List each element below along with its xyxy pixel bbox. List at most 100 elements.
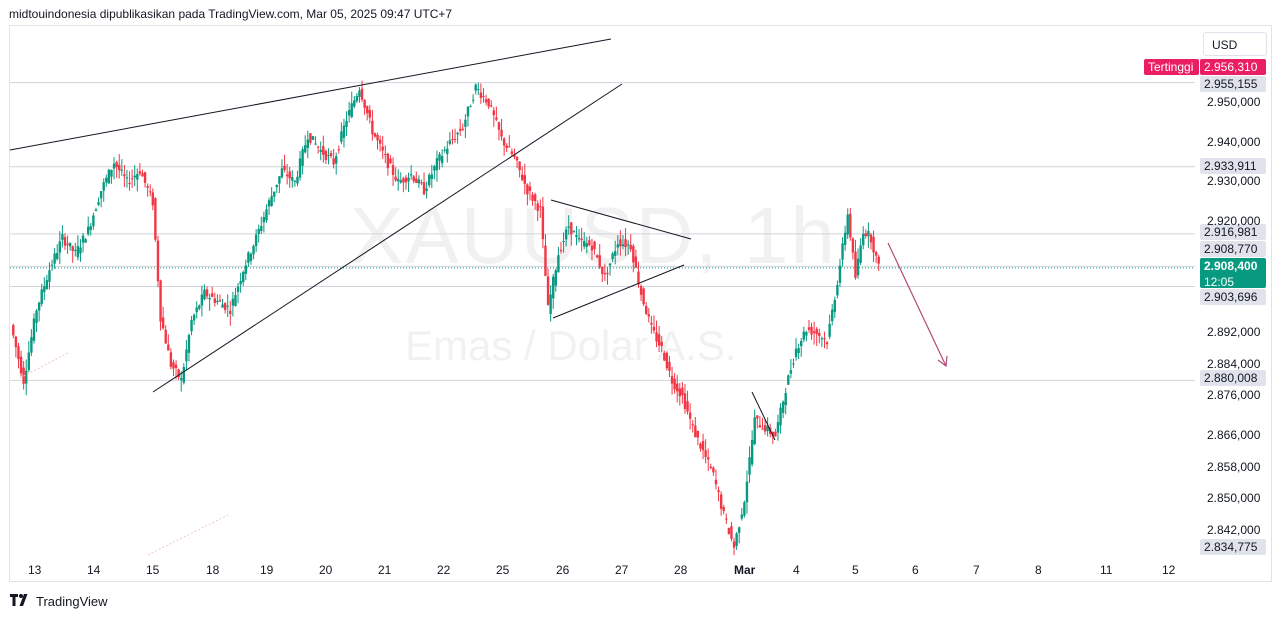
candle-body	[138, 171, 142, 174]
candle-body	[420, 182, 423, 184]
candle-body	[407, 177, 410, 182]
candle-body	[492, 110, 495, 116]
y-tick-label: 2.884,000	[1207, 356, 1261, 371]
candle-body	[601, 266, 604, 274]
level-label-6: 2.880,008	[1200, 370, 1266, 386]
candle-body	[76, 245, 80, 258]
candle-body	[761, 428, 764, 430]
candle-body	[869, 234, 873, 243]
x-tick-label: 27	[615, 563, 629, 577]
candle-body	[691, 424, 694, 426]
x-tick-label: 6	[912, 563, 919, 577]
candle-body	[593, 241, 596, 250]
candle-body	[800, 341, 803, 347]
candle-body	[182, 367, 185, 383]
y-tick-label: 2.842,000	[1207, 523, 1261, 537]
candle-body	[849, 213, 852, 238]
x-tick-label: 19	[260, 563, 274, 577]
candle-body	[301, 149, 304, 166]
candle-body	[673, 378, 676, 390]
candle-body	[448, 140, 452, 144]
candle-body	[732, 541, 736, 548]
candle-body	[812, 331, 816, 333]
candle-body	[745, 481, 749, 503]
candle-body	[192, 314, 196, 321]
candle-body	[404, 177, 408, 183]
candle-body	[877, 256, 880, 264]
candle-body	[236, 286, 240, 292]
level-label-1: 2.955,155	[1200, 76, 1266, 92]
candle-body	[634, 256, 638, 268]
candle-body	[337, 149, 340, 151]
candle-body	[195, 307, 198, 313]
candle-body	[63, 237, 67, 246]
projection-arrowhead	[937, 355, 948, 368]
candle-body	[118, 164, 121, 171]
candle-body	[234, 295, 237, 306]
candle-body	[159, 280, 162, 322]
candle-body	[487, 98, 490, 107]
candle-body	[174, 364, 178, 369]
candle-body	[719, 494, 723, 509]
candle-body	[461, 128, 464, 130]
trendline-0	[9, 38, 612, 151]
candle-body	[549, 294, 552, 314]
y-tick-label: 2.892,000	[1207, 324, 1261, 339]
candle-body	[329, 153, 333, 157]
candle-body	[619, 239, 622, 247]
candle-body	[376, 134, 379, 141]
currency-selector[interactable]: USD	[1203, 32, 1267, 56]
candle-body	[306, 139, 309, 148]
candle-body	[474, 84, 477, 91]
candle-body	[544, 245, 547, 276]
candle-body	[14, 336, 18, 348]
candle-body	[373, 133, 377, 137]
x-tick-label: 5	[852, 563, 859, 577]
candle-body	[260, 225, 263, 231]
candle-body	[637, 271, 640, 285]
candle-body	[92, 215, 95, 227]
candle-body	[678, 388, 681, 397]
candle-body	[482, 96, 485, 98]
candle-body	[319, 149, 322, 153]
candle-body	[107, 169, 111, 184]
candle-body	[846, 214, 849, 235]
candle-body	[694, 425, 697, 438]
candle-body	[655, 332, 658, 342]
candle-body	[342, 125, 346, 138]
candle-body	[249, 253, 253, 261]
candle-body	[515, 157, 519, 161]
candle-body	[180, 378, 183, 381]
trendline-3	[552, 264, 685, 319]
candle-body	[68, 242, 72, 247]
candle-body	[490, 105, 493, 107]
candle-body	[154, 198, 157, 240]
candle-body	[99, 191, 103, 199]
candle-body	[536, 203, 539, 211]
candle-body	[17, 346, 20, 360]
candle-body	[552, 276, 555, 299]
candle-body	[213, 298, 216, 303]
candle-body	[130, 178, 134, 180]
candle-body	[874, 252, 878, 256]
candle-body	[79, 247, 82, 254]
candle-body	[572, 231, 576, 233]
candle-body	[518, 161, 521, 171]
tradingview-branding[interactable]: TradingView	[10, 593, 108, 609]
candle-body	[172, 362, 175, 369]
candle-body	[149, 191, 152, 193]
candle-body	[110, 169, 113, 177]
candle-body	[446, 148, 449, 155]
x-tick-label: 21	[378, 563, 392, 577]
chart-frame[interactable]	[9, 25, 1272, 582]
candle-body	[647, 314, 650, 317]
candle-body	[273, 191, 276, 197]
candle-body	[283, 165, 286, 170]
candle-body	[262, 217, 266, 223]
candle-body	[435, 158, 439, 171]
candle-body	[53, 253, 56, 264]
candle-body	[502, 138, 506, 146]
candle-body	[433, 166, 436, 171]
candle-body	[363, 100, 366, 108]
